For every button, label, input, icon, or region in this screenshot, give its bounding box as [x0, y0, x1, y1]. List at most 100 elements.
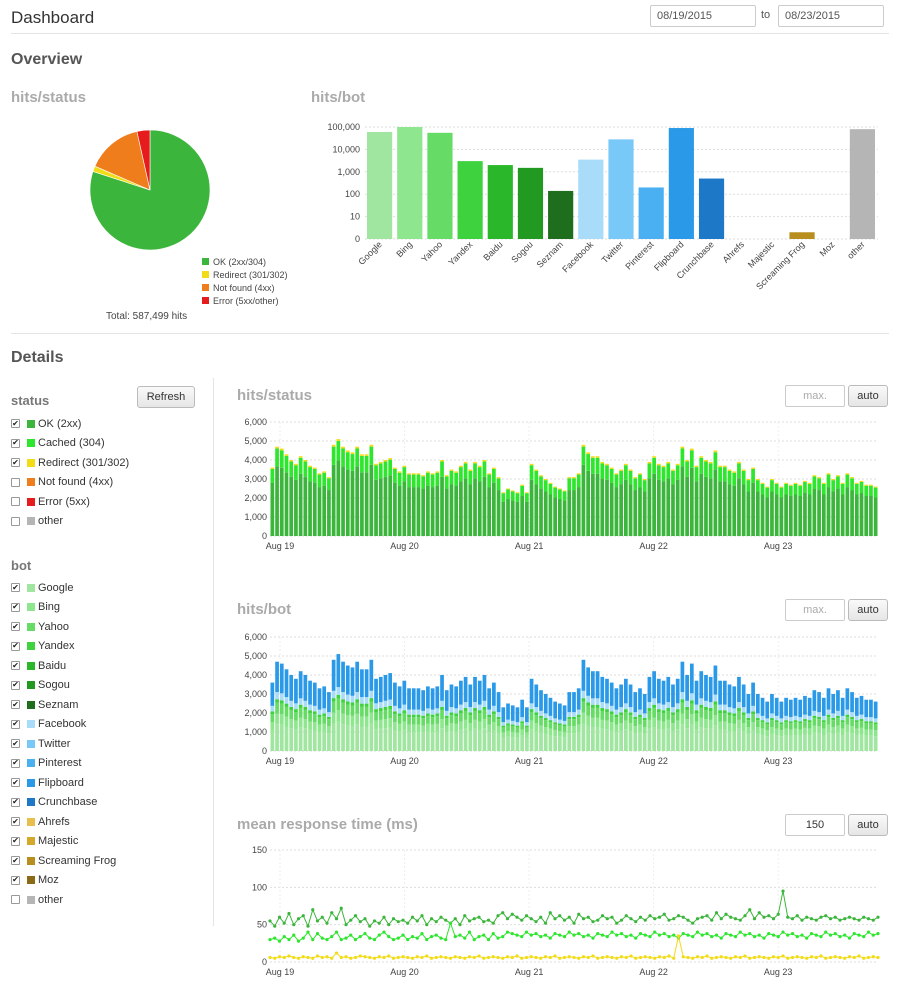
stack-segment: [520, 485, 525, 496]
status-filter-redirect-301-302[interactable]: ✔ Redirect (301/302): [11, 453, 129, 473]
bot-filter-bing[interactable]: ✔ Bing: [11, 598, 116, 618]
checkbox[interactable]: ✔: [11, 738, 20, 749]
stack-segment: [303, 476, 308, 536]
checkbox[interactable]: [11, 895, 20, 905]
checkbox[interactable]: ✔: [11, 641, 20, 651]
checkbox[interactable]: ✔: [11, 719, 20, 729]
bot-filter-yandex[interactable]: ✔ Yandex: [11, 637, 116, 657]
stack-segment: [520, 735, 525, 751]
stack-segment: [817, 733, 821, 751]
status-filter-not-found-4xx[interactable]: Not found (4xx): [11, 473, 129, 493]
stack-segment: [331, 712, 336, 724]
response-point: [344, 955, 348, 959]
stack-segment: [864, 717, 869, 722]
status-filter-error-5xx[interactable]: Error (5xx): [11, 492, 129, 512]
bot-filter-sogou[interactable]: ✔ Sogou: [11, 676, 116, 696]
stack-segment: [581, 723, 586, 751]
checkbox[interactable]: ✔: [11, 758, 20, 768]
stack-segment: [298, 473, 303, 536]
stack-segment: [473, 463, 477, 479]
bot-filter-twitter[interactable]: ✔ Twitter: [11, 734, 116, 754]
bot-filter-screaming-frog[interactable]: ✔ Screaming Frog: [11, 851, 116, 871]
checkbox[interactable]: [11, 477, 20, 487]
response-max-input[interactable]: 150: [785, 814, 845, 836]
checkbox[interactable]: ✔: [11, 777, 20, 788]
status-filter-other[interactable]: other: [11, 512, 129, 532]
checkbox[interactable]: ✔: [11, 855, 20, 866]
stack-segment: [859, 719, 864, 722]
checkbox[interactable]: [11, 516, 20, 526]
refresh-button[interactable]: Refresh: [137, 386, 195, 408]
bot-filter-flipboard[interactable]: ✔ Flipboard: [11, 773, 116, 793]
status-auto-button[interactable]: auto: [848, 385, 888, 407]
response-auto-button[interactable]: auto: [848, 814, 888, 836]
date-from-input[interactable]: 08/19/2015: [650, 5, 756, 27]
checkbox[interactable]: ✔: [11, 836, 20, 846]
stack-segment: [477, 710, 482, 714]
stack-segment: [708, 702, 713, 709]
stack-segment: [812, 732, 817, 751]
checkbox[interactable]: ✔: [11, 418, 20, 429]
bot-filter-other[interactable]: other: [11, 890, 116, 910]
stack-segment: [746, 733, 751, 751]
stack-segment: [459, 481, 463, 536]
status-filter-cached-304[interactable]: ✔ Cached (304): [11, 434, 129, 454]
checkbox[interactable]: ✔: [11, 660, 20, 671]
checkbox[interactable]: ✔: [11, 699, 20, 710]
bot-auto-button[interactable]: auto: [848, 599, 888, 621]
checkbox[interactable]: ✔: [11, 816, 20, 827]
stack-segment: [270, 482, 275, 536]
stack-segment: [444, 715, 449, 719]
stack-segment: [496, 716, 501, 720]
date-to-input[interactable]: 08/23/2015: [778, 5, 884, 27]
checkbox[interactable]: ✔: [11, 680, 20, 690]
stack-segment: [614, 474, 619, 488]
bot-filter-baidu[interactable]: ✔ Baidu: [11, 656, 116, 676]
bot-filter-pinterest[interactable]: ✔ Pinterest: [11, 754, 116, 774]
response-point: [672, 933, 676, 937]
bot-filter-seznam[interactable]: ✔ Seznam: [11, 695, 116, 715]
response-point: [862, 956, 866, 960]
stack-segment: [369, 701, 374, 713]
stack-segment: [567, 477, 572, 479]
stack-segment: [308, 721, 312, 730]
stack-segment: [341, 699, 345, 703]
y-tick-label: 0: [262, 746, 267, 756]
bot-max-input[interactable]: max.: [785, 599, 845, 621]
status-max-input[interactable]: max.: [785, 385, 845, 407]
bot-filter-ahrefs[interactable]: ✔ Ahrefs: [11, 812, 116, 832]
stack-segment: [661, 713, 666, 722]
checkbox[interactable]: ✔: [11, 621, 20, 632]
bot-filter-moz[interactable]: ✔ Moz: [11, 871, 116, 891]
stack-segment: [501, 737, 506, 751]
response-point: [838, 955, 842, 960]
bot-filter-yahoo[interactable]: ✔ Yahoo: [11, 617, 116, 637]
bot-filter-facebook[interactable]: ✔ Facebook: [11, 715, 116, 735]
status-filter-ok-2xx[interactable]: ✔ OK (2xx): [11, 414, 129, 434]
checkbox[interactable]: ✔: [11, 797, 20, 807]
checkbox[interactable]: ✔: [11, 457, 20, 468]
stack-segment: [840, 720, 845, 723]
checkbox[interactable]: ✔: [11, 875, 20, 885]
checkbox[interactable]: [11, 497, 20, 507]
checkbox[interactable]: ✔: [11, 602, 20, 612]
checkbox[interactable]: ✔: [11, 582, 20, 593]
stack-segment: [369, 690, 374, 699]
checkbox[interactable]: ✔: [11, 438, 20, 448]
color-swatch: [27, 817, 35, 826]
stack-segment: [312, 711, 317, 715]
stack-segment: [492, 467, 496, 469]
response-point: [857, 933, 861, 937]
bot-filter-google[interactable]: ✔ Google: [11, 578, 116, 598]
y-tick-label: 150: [252, 845, 267, 855]
stack-segment: [345, 452, 350, 470]
bot-filter-majestic[interactable]: ✔ Majestic: [11, 832, 116, 852]
stack-segment: [270, 730, 275, 751]
bot-filter-crunchbase[interactable]: ✔ Crunchbase: [11, 793, 116, 813]
stack-segment: [364, 697, 369, 704]
stack-segment: [275, 466, 279, 536]
response-point: [762, 955, 766, 960]
response-point: [425, 923, 429, 927]
stack-segment: [426, 708, 430, 714]
stack-segment: [374, 709, 378, 713]
